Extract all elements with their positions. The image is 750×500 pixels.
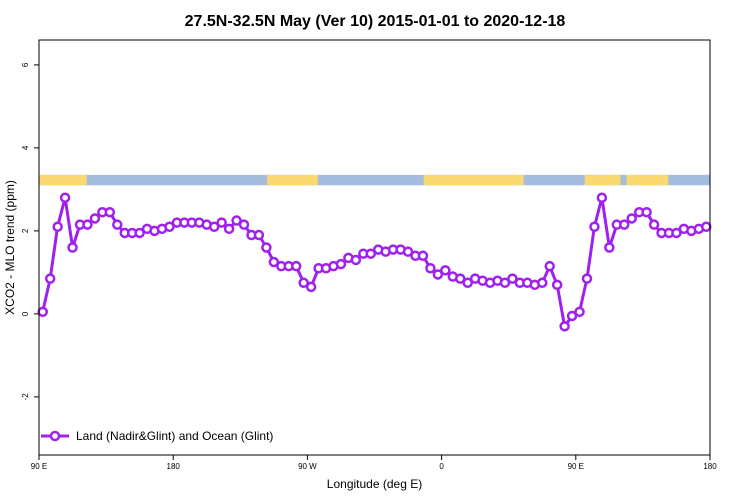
data-point — [566, 310, 578, 322]
data-point — [52, 221, 63, 232]
y-tick-label-0: -2 — [21, 393, 30, 401]
data-point — [350, 254, 362, 266]
x-tick-label-0: 90 E — [31, 462, 47, 471]
data-point — [462, 277, 473, 289]
data-point — [44, 273, 56, 284]
data-point — [537, 277, 548, 289]
data-point — [82, 219, 93, 230]
data-point — [671, 227, 682, 239]
data-point — [574, 306, 585, 318]
land-span-0 — [39, 174, 87, 186]
data-point — [59, 192, 71, 203]
data-point — [589, 221, 600, 232]
x-tick-label-5: 180 — [703, 462, 717, 471]
data-point — [507, 273, 518, 284]
data-point — [425, 263, 436, 274]
data-point — [440, 265, 451, 276]
data-point — [619, 219, 630, 230]
series-layer — [37, 192, 712, 332]
data-point — [290, 260, 302, 272]
x-tick-label-1: 180 — [167, 462, 181, 471]
data-point — [551, 279, 563, 291]
data-point — [89, 213, 101, 224]
land-span-3 — [584, 174, 621, 186]
data-point — [432, 269, 444, 280]
legend-label: Land (Nadir&Glint) and Ocean (Glint) — [76, 429, 273, 443]
series-line-0 — [41, 196, 707, 328]
data-point — [238, 219, 250, 230]
data-point — [559, 321, 570, 332]
data-point — [499, 277, 511, 289]
y-tick-label-3: 4 — [21, 145, 30, 150]
data-point — [253, 229, 265, 241]
data-point — [454, 273, 466, 284]
x-tick-label-2: 90 W — [298, 462, 317, 471]
x-tick-label-4: 90 E — [568, 462, 584, 471]
data-point — [402, 246, 414, 257]
data-point — [596, 192, 608, 203]
data-point — [37, 306, 48, 318]
land-span-4 — [626, 174, 669, 186]
x-tick-label-3: 0 — [439, 462, 444, 471]
legend: Land (Nadir&Glint) and Ocean (Glint) — [41, 429, 273, 443]
y-axis-label: XCO2 - MLO trend (ppm) — [3, 180, 17, 315]
plot-frame — [38, 39, 711, 456]
legend-marker — [49, 430, 61, 442]
data-point — [208, 221, 220, 232]
data-point — [231, 215, 242, 226]
data-point — [604, 242, 615, 253]
y-tick-label-4: 6 — [21, 62, 30, 67]
land-span-1 — [267, 174, 318, 186]
data-point — [365, 248, 377, 259]
data-point — [112, 219, 123, 230]
y-tick-label-2: 2 — [21, 228, 30, 233]
data-point — [164, 221, 175, 232]
data-point — [648, 219, 660, 230]
data-point — [701, 221, 712, 232]
data-point — [216, 217, 227, 228]
data-point — [544, 260, 555, 272]
x-axis-label: Longitude (deg E) — [327, 477, 422, 491]
chart-title: 27.5N-32.5N May (Ver 10) 2015-01-01 to 2… — [185, 13, 566, 30]
data-point — [298, 277, 309, 289]
axis-layer: 90 E 180 90 W 0 90 E 180 -2 0 2 4 6 — [21, 62, 717, 471]
data-point — [223, 223, 235, 235]
land-span-2 — [423, 174, 524, 186]
data-point — [581, 273, 593, 284]
ocean-band — [39, 174, 710, 186]
data-point — [626, 213, 637, 224]
surface-band — [39, 174, 710, 186]
data-point — [67, 242, 78, 253]
data-point — [335, 258, 347, 270]
data-point — [417, 250, 429, 262]
data-point — [134, 227, 145, 239]
data-point — [305, 281, 317, 293]
data-point — [641, 206, 652, 218]
data-point — [268, 256, 280, 268]
data-point — [261, 242, 272, 253]
y-tick-label-1: 0 — [21, 311, 30, 316]
data-point — [104, 206, 116, 218]
